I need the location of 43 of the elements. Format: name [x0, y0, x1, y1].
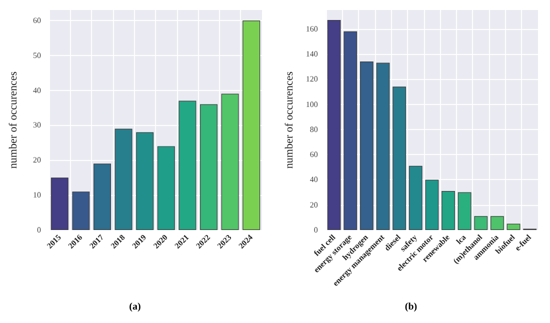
bar: [474, 216, 488, 230]
bar: [221, 94, 239, 230]
y-axis-title: number of occurences: [284, 71, 296, 169]
y-tick-label: 100: [306, 100, 318, 109]
y-tick-label: 40: [310, 175, 318, 184]
bar: [458, 192, 472, 230]
bar: [72, 192, 90, 230]
y-tick-label: 40: [33, 86, 41, 95]
y-tick-label: 60: [310, 150, 318, 160]
y-tick-label: 160: [306, 24, 318, 34]
y-tick-label: 10: [33, 190, 41, 200]
text: (b): [404, 302, 418, 312]
y-axis-title: number of occurences: [8, 71, 20, 169]
y-tick-label: 60: [33, 16, 41, 25]
bar: [392, 86, 406, 230]
y-tick-label: 80: [310, 124, 318, 134]
bar: [490, 216, 504, 230]
bar: [157, 146, 175, 230]
y-tick-label: 20: [33, 156, 41, 165]
y-tick-label: 120: [306, 74, 318, 84]
y-tick-label: 0: [37, 226, 41, 234]
text: (a): [129, 302, 141, 312]
bar: [442, 191, 455, 230]
bar: [178, 100, 196, 230]
bar: [242, 20, 260, 230]
bar: [425, 180, 439, 230]
y-tick-label: 20: [310, 200, 318, 210]
y-tick-label: 140: [306, 50, 318, 58]
bar: [408, 166, 422, 230]
bar: [200, 104, 218, 230]
bar: [94, 164, 111, 230]
bar: [360, 62, 374, 230]
bar: [506, 224, 520, 230]
y-tick-label: 30: [33, 120, 41, 130]
bar: [136, 132, 154, 230]
bar: [376, 62, 390, 230]
bar: [327, 20, 341, 230]
bar: [50, 178, 68, 230]
bar: [114, 128, 132, 230]
y-tick-label: 50: [33, 50, 41, 60]
bar: [344, 31, 358, 230]
x-tick-label: 2022: [194, 232, 212, 250]
y-tick-label: 0: [314, 226, 318, 234]
